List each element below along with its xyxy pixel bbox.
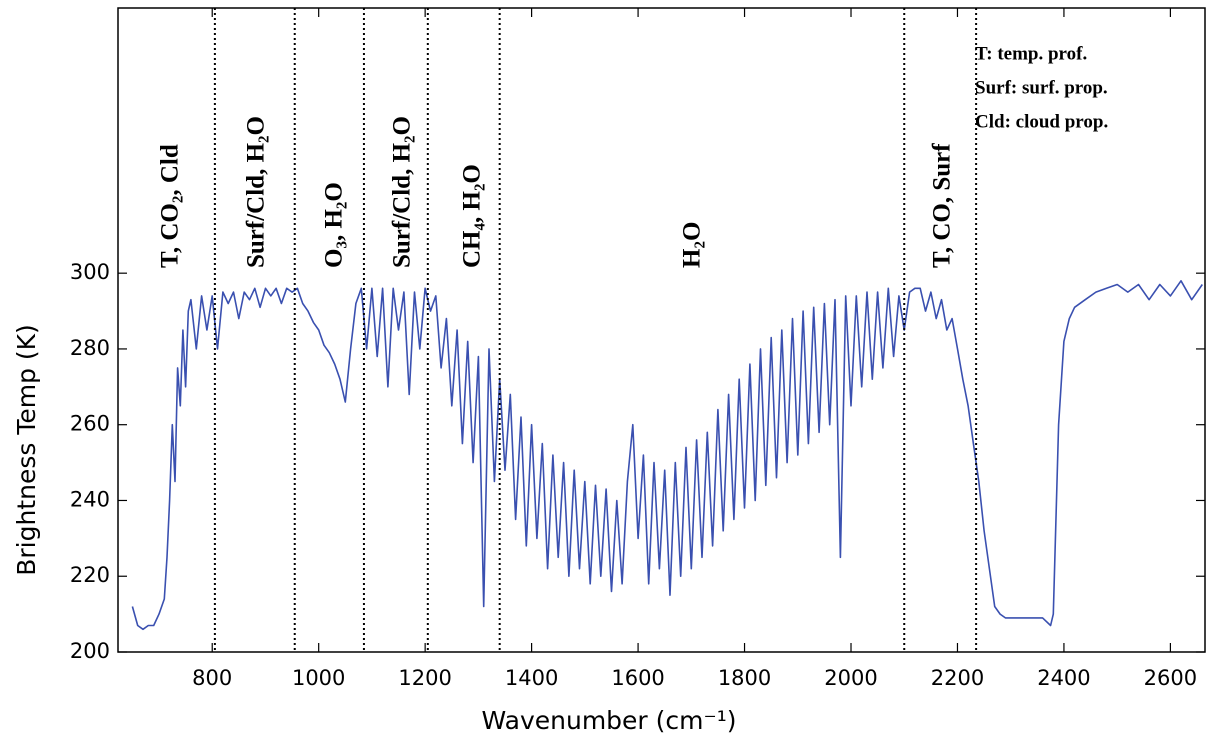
band-label: Surf/Cld, H₂O: [389, 116, 416, 268]
x-tick-label: 1200: [398, 666, 451, 690]
band-label: T, CO, Surf: [929, 143, 956, 268]
y-tick-label: 300: [70, 260, 110, 284]
x-tick-label: 800: [192, 666, 232, 690]
x-tick-label: 2200: [931, 666, 984, 690]
band-label: Surf/Cld, H₂O: [243, 116, 270, 268]
x-tick-label: 1600: [611, 666, 664, 690]
x-tick-label: 2400: [1037, 666, 1090, 690]
y-tick-label: 200: [70, 639, 110, 663]
spectrum-line: [131, 280, 1203, 631]
band-label: O₃, H₂O: [321, 182, 348, 268]
key-text: Cld: cloud prop.: [975, 111, 1108, 132]
band-label: CH₄, H₂O: [459, 164, 486, 268]
x-tick-label: 2600: [1144, 666, 1197, 690]
y-tick-label: 280: [70, 336, 110, 360]
x-tick-label: 1000: [292, 666, 345, 690]
key-text: Surf: surf. prop.: [975, 77, 1108, 98]
band-label: T, CO₂, Cld: [157, 144, 184, 268]
plot-frame: [117, 7, 1206, 653]
band-label: H₂O: [679, 222, 706, 268]
y-tick-label: 260: [70, 412, 110, 436]
y-tick-label: 240: [70, 487, 110, 511]
y-axis-label: Brightness Temp (K): [12, 324, 41, 576]
x-tick-label: 1400: [505, 666, 558, 690]
y-tick-label: 220: [70, 563, 110, 587]
key-text: T: temp. prof.: [975, 43, 1087, 64]
x-tick-label: 2000: [824, 666, 877, 690]
x-axis-label: Wavenumber (cm⁻¹): [482, 706, 737, 735]
x-tick-label: 1800: [718, 666, 771, 690]
